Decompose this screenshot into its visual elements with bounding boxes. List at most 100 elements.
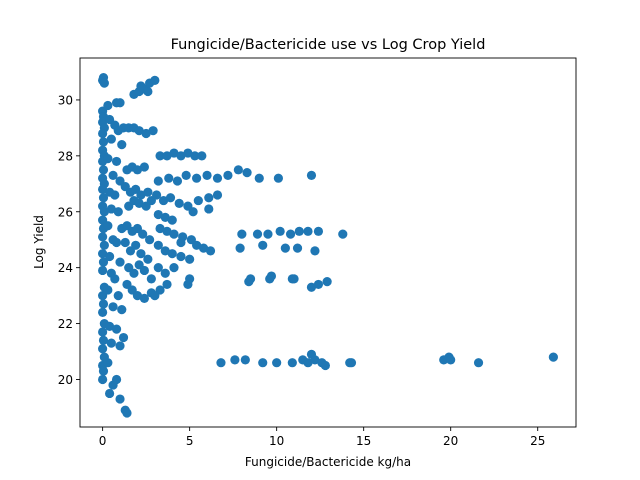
data-point [143,187,153,197]
data-point [134,126,144,136]
data-point [292,243,303,253]
data-point [205,246,216,256]
data-point [212,190,223,200]
data-point [118,332,129,343]
data-point [176,251,186,262]
data-point [174,198,184,208]
data-point [122,408,132,418]
data-point [129,268,139,278]
data-point [473,358,484,368]
data-point [104,388,115,399]
data-point [153,209,163,220]
data-point [98,137,109,147]
data-point [188,207,198,217]
data-point [98,184,108,194]
data-point [223,170,233,181]
data-point [108,170,118,181]
x-tick-label: 20 [443,434,458,448]
data-point [138,229,148,239]
data-point [285,229,296,239]
data-point [103,154,113,164]
data-point [303,358,313,368]
data-point [346,358,357,368]
data-point [111,374,122,385]
y-tick-label: 28 [58,149,73,163]
chart-title: Fungicide/Bactericide use vs Log Crop Yi… [171,37,486,53]
data-point [280,243,290,253]
data-point [275,226,285,236]
data-point [141,128,151,139]
x-tick-label: 5 [186,434,194,448]
data-point [167,215,177,225]
data-point [111,156,122,167]
data-point [258,358,268,368]
data-point [111,237,122,248]
data-point [131,240,141,250]
plot-frame [79,57,577,428]
data-point [446,355,456,365]
y-tick-label: 24 [58,261,73,275]
data-point [115,394,125,404]
data-point [153,240,163,250]
y-tick-label: 22 [58,317,73,331]
data-point [313,279,324,290]
data-point [176,237,186,248]
data-point [103,285,113,295]
data-point [320,360,330,371]
x-axis-label: Fungicide/Bactericide kg/ha [245,455,411,469]
data-point [160,212,170,222]
data-point [98,374,108,385]
data-point [98,193,109,203]
data-point [98,265,108,276]
data-point [108,302,118,312]
data-point [322,277,332,287]
data-point [98,165,109,175]
data-point [235,243,245,253]
data-point [153,176,163,186]
data-point [155,223,165,234]
data-point [120,237,130,248]
y-tick-label: 30 [58,93,73,107]
data-point [143,86,153,97]
data-point [110,190,120,200]
x-tick-label: 10 [269,434,284,448]
data-point [145,235,155,245]
data-point [548,352,558,362]
data-point [98,344,108,354]
data-point [162,226,172,236]
data-point [230,355,240,365]
data-point [273,173,283,183]
data-point [289,274,299,284]
data-point [169,148,179,158]
x-tick-label: 15 [356,434,371,448]
data-point [272,358,282,368]
data-point [139,293,149,304]
data-point [313,226,324,236]
data-point [193,195,203,206]
x-axis-ticks: 0 5 10 15 20 25 [99,427,545,448]
data-point [148,126,158,136]
data-point [136,81,146,91]
data-point [197,151,207,161]
y-tick-label: 20 [58,373,73,387]
data-point [139,265,149,276]
data-point [143,254,153,264]
data-point [98,335,109,345]
data-point [198,243,209,253]
data-point [216,358,226,368]
data-point [263,229,273,239]
data-point [115,341,125,351]
data-point [162,279,172,290]
data-point [98,128,108,139]
data-point [150,75,160,85]
data-point [136,190,146,200]
data-point [132,291,143,301]
data-point [98,366,109,376]
data-point [242,168,252,178]
data-point [155,151,165,161]
data-point [303,226,313,236]
data-point [106,134,116,144]
data-point [169,263,179,273]
data-point [134,198,144,208]
